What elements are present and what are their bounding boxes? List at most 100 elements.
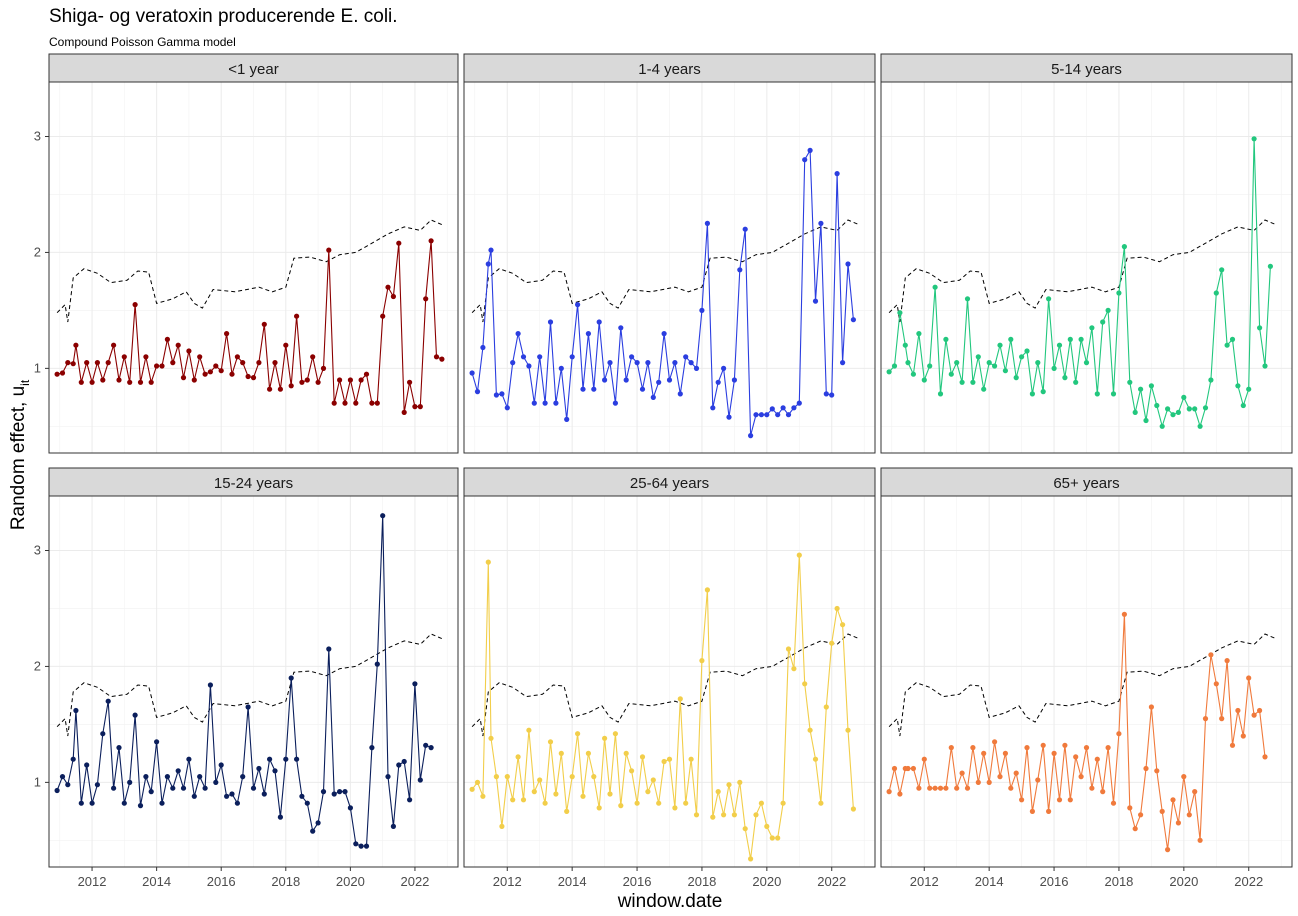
data-point bbox=[916, 785, 922, 791]
data-point bbox=[891, 363, 898, 369]
data-point bbox=[412, 404, 418, 410]
data-point bbox=[902, 342, 908, 348]
data-point bbox=[1089, 785, 1095, 791]
data-point bbox=[288, 383, 294, 389]
data-point bbox=[1229, 742, 1236, 748]
data-point bbox=[1121, 244, 1127, 250]
data-point bbox=[353, 400, 359, 406]
data-point bbox=[1029, 391, 1035, 397]
data-point bbox=[1181, 394, 1187, 400]
data-point bbox=[1008, 336, 1014, 342]
data-point bbox=[688, 360, 694, 366]
threshold-line bbox=[56, 633, 443, 737]
data-point bbox=[1262, 754, 1268, 760]
data-point bbox=[261, 791, 267, 797]
data-point bbox=[823, 391, 829, 397]
data-point bbox=[94, 360, 100, 366]
data-point bbox=[137, 379, 144, 385]
data-point bbox=[331, 400, 337, 406]
data-point bbox=[564, 808, 570, 815]
data-point bbox=[602, 735, 608, 741]
data-point bbox=[1002, 368, 1009, 374]
data-point bbox=[764, 412, 770, 418]
data-point bbox=[785, 412, 792, 418]
data-point bbox=[202, 371, 208, 377]
data-point bbox=[834, 605, 840, 612]
data-point bbox=[964, 296, 971, 302]
data-point bbox=[510, 797, 516, 803]
data-point bbox=[499, 391, 505, 397]
data-point bbox=[731, 812, 738, 818]
data-point bbox=[380, 313, 386, 319]
data-point bbox=[256, 360, 262, 366]
data-point bbox=[726, 414, 732, 420]
data-point bbox=[1197, 837, 1203, 843]
data-point bbox=[791, 405, 797, 411]
data-point bbox=[537, 354, 543, 360]
data-point bbox=[932, 284, 938, 290]
data-point bbox=[1127, 379, 1133, 385]
data-point bbox=[975, 779, 981, 786]
x-tick-label: 2022 bbox=[400, 874, 429, 889]
data-point bbox=[748, 856, 754, 862]
data-point bbox=[829, 392, 835, 398]
data-point bbox=[558, 750, 564, 757]
data-point bbox=[526, 727, 532, 733]
data-point bbox=[337, 377, 343, 383]
data-point bbox=[197, 354, 203, 360]
data-point bbox=[1251, 136, 1257, 142]
y-tick-label: 1 bbox=[34, 360, 41, 375]
data-point bbox=[905, 360, 911, 366]
data-point bbox=[1083, 745, 1090, 751]
data-point bbox=[602, 377, 608, 383]
data-point bbox=[886, 369, 892, 375]
data-point bbox=[510, 360, 516, 366]
data-point bbox=[591, 386, 597, 392]
series-line bbox=[888, 138, 1271, 429]
data-point bbox=[704, 220, 711, 226]
data-point bbox=[310, 828, 316, 834]
data-point bbox=[374, 661, 380, 667]
data-point bbox=[164, 336, 170, 342]
data-point bbox=[1051, 365, 1057, 371]
data-point bbox=[401, 758, 407, 765]
data-point bbox=[580, 793, 586, 799]
data-point bbox=[267, 756, 273, 762]
data-point bbox=[70, 756, 76, 762]
data-point bbox=[591, 774, 597, 780]
data-point bbox=[547, 319, 554, 325]
data-point bbox=[154, 363, 160, 369]
data-point bbox=[954, 360, 960, 366]
data-point bbox=[1175, 820, 1181, 826]
series-line bbox=[471, 555, 854, 859]
data-point bbox=[1105, 307, 1111, 313]
data-point bbox=[310, 354, 316, 360]
facet-strip bbox=[48, 53, 459, 83]
data-point bbox=[1186, 812, 1192, 818]
data-point bbox=[823, 704, 829, 710]
x-tick-label: 2012 bbox=[910, 874, 939, 889]
data-point bbox=[596, 805, 602, 811]
data-point bbox=[480, 344, 486, 351]
x-tick-label: 2014 bbox=[142, 874, 171, 889]
data-point bbox=[699, 658, 705, 664]
data-point bbox=[1240, 733, 1246, 739]
data-point bbox=[283, 342, 289, 348]
data-point bbox=[326, 646, 332, 652]
data-point bbox=[677, 391, 683, 397]
data-point bbox=[780, 800, 786, 806]
data-point bbox=[100, 377, 106, 383]
data-point bbox=[504, 405, 510, 411]
data-point bbox=[1246, 386, 1252, 392]
data-point bbox=[116, 745, 122, 751]
data-point bbox=[764, 823, 770, 830]
data-point bbox=[677, 696, 683, 702]
data-point bbox=[105, 360, 111, 366]
data-point bbox=[78, 800, 84, 806]
data-point bbox=[850, 317, 857, 323]
data-point bbox=[347, 805, 353, 811]
data-point bbox=[758, 800, 765, 806]
data-point bbox=[937, 785, 944, 791]
data-point bbox=[954, 785, 960, 791]
data-point bbox=[331, 791, 337, 797]
